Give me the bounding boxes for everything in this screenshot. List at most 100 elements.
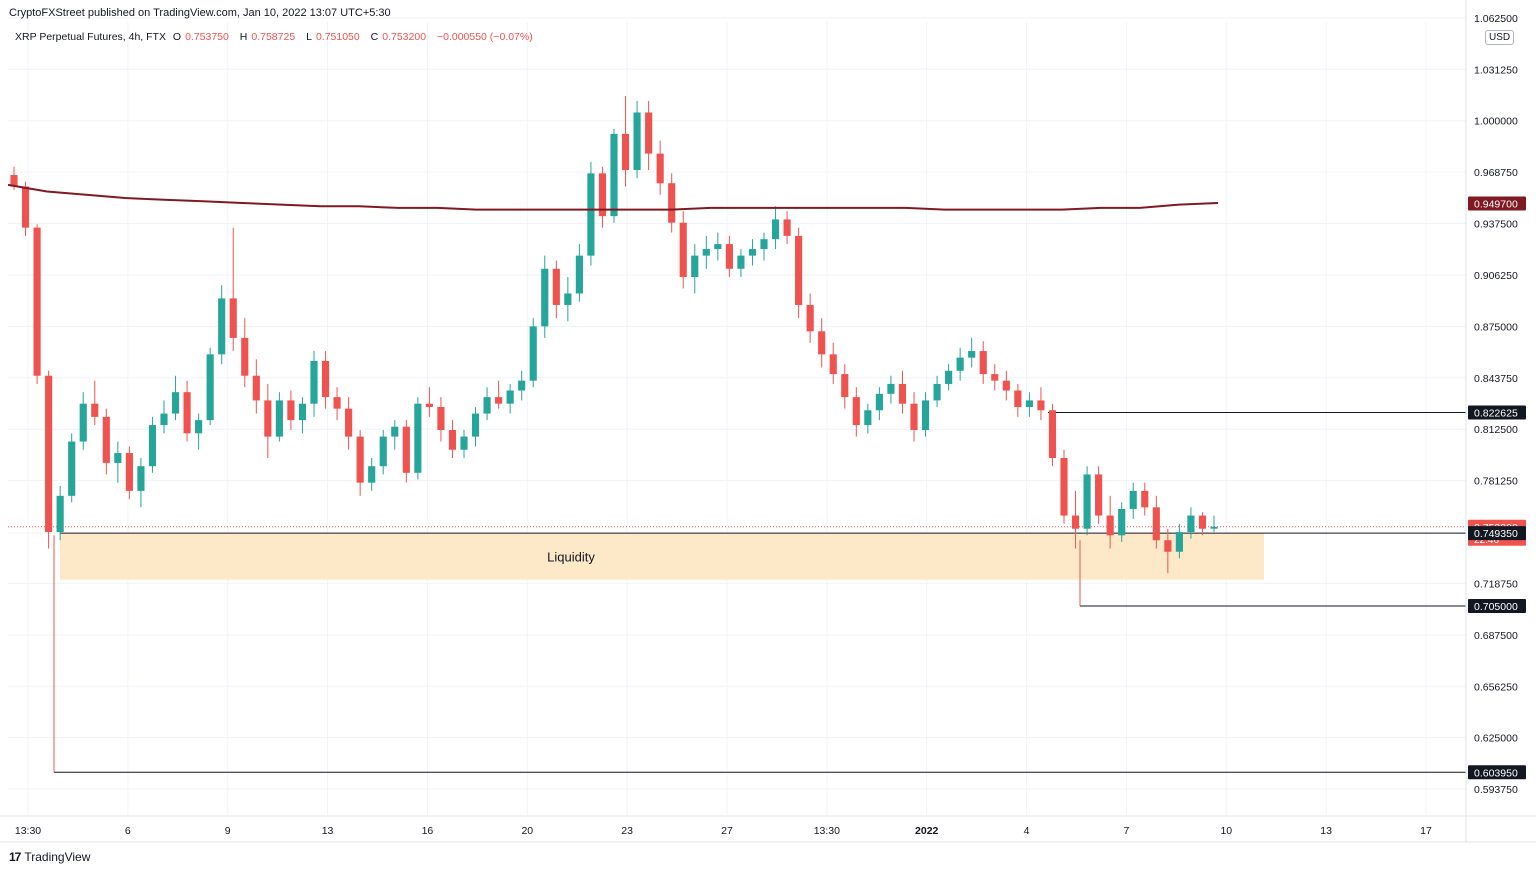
candle-body	[368, 466, 376, 483]
candle-body	[541, 268, 549, 327]
candle-body	[691, 255, 699, 278]
candle-body	[460, 436, 468, 450]
open-value: O 0.753750	[172, 31, 229, 43]
candle-body	[575, 255, 583, 294]
x-tick-label: 4	[1024, 825, 1030, 837]
candle-body	[864, 410, 872, 426]
candle-body	[1129, 490, 1137, 509]
x-tick-label: 10	[1220, 825, 1232, 837]
price-label: 0.749350	[1474, 528, 1518, 540]
x-tick-label: 23	[621, 825, 633, 837]
candle-body	[979, 351, 987, 375]
moving-average-line	[7, 183, 1219, 211]
price-label: 0.822625	[1474, 408, 1518, 420]
candle-body	[125, 453, 133, 491]
price-label-bg	[1468, 405, 1526, 420]
candle-body	[610, 133, 618, 217]
candle-body	[679, 222, 687, 278]
candle-body	[298, 403, 307, 421]
candle-body	[806, 304, 814, 332]
tradingview-logo[interactable]: 17 TradingView	[9, 850, 90, 864]
candle-body	[33, 227, 41, 376]
candle-body	[991, 374, 999, 381]
price-label-bg	[1468, 599, 1526, 614]
x-tick-label: 27	[721, 825, 733, 837]
candle-body	[287, 400, 295, 421]
candle-body	[529, 326, 537, 381]
candle-body	[45, 375, 53, 533]
x-tick-label: 17	[1420, 825, 1432, 837]
candle-body	[356, 436, 364, 483]
price-label-bg	[1468, 765, 1526, 780]
x-tick-label: 20	[521, 825, 533, 837]
candle-body	[621, 133, 630, 171]
price-label: 0.949700	[1474, 198, 1518, 210]
candle-body	[148, 425, 157, 467]
candle-body	[633, 112, 641, 171]
y-tick-label: 1.062500	[1474, 13, 1518, 25]
liquidity-zone: Liquidity	[60, 533, 1264, 580]
currency-button[interactable]: USD	[1485, 30, 1515, 45]
price-label: 0.603950	[1474, 767, 1518, 779]
candle-body	[1002, 380, 1010, 391]
x-tick-label: 16	[422, 825, 434, 837]
candle-body	[956, 357, 964, 371]
candle-body	[91, 403, 99, 417]
tradingview-logo-icon: 17	[9, 850, 21, 864]
candle-body	[1060, 457, 1068, 516]
candle-body	[933, 383, 941, 401]
candle-body	[1141, 490, 1149, 508]
candle-body	[898, 383, 907, 404]
symbol-name[interactable]: XRP Perpetual Futures, 4h, FTX	[15, 31, 166, 43]
candle-body	[518, 380, 526, 391]
change-value: −0.000550 (−0.07%)	[436, 31, 533, 43]
liquidity-zone-rect	[60, 533, 1264, 580]
candle-body	[102, 416, 110, 463]
low-value: L 0.751050	[306, 31, 360, 43]
candle-body	[1014, 390, 1022, 407]
candle-body	[1164, 540, 1172, 552]
candle-body	[402, 426, 410, 473]
symbol-info-row: XRP Perpetual Futures, 4h, FTX O 0.753750…	[15, 31, 537, 43]
candle-body	[114, 453, 122, 463]
candle-body	[437, 406, 445, 431]
candle-body	[183, 392, 191, 434]
published-caption: CryptoFXStreet published on TradingView.…	[9, 7, 391, 19]
candle-body	[345, 408, 353, 437]
candle-body	[737, 255, 745, 269]
candle-body	[841, 374, 849, 398]
candle-body	[1106, 515, 1114, 536]
candle-body	[160, 413, 168, 426]
candle-body	[171, 392, 180, 414]
candle-body	[1175, 532, 1183, 552]
x-tick-label: 13:30	[814, 825, 840, 837]
candle-body	[506, 390, 514, 404]
x-tick-label: 13:30	[15, 825, 41, 837]
candle-body	[137, 466, 145, 491]
candle-body	[1083, 474, 1091, 529]
close-value: C 0.753200	[370, 31, 427, 43]
candle-body	[1118, 508, 1126, 536]
candle-body	[275, 400, 283, 437]
candle-body	[252, 375, 260, 401]
candle-body	[945, 370, 953, 384]
candle-body	[483, 397, 491, 414]
candle-body	[1095, 474, 1103, 516]
candle-body	[379, 436, 387, 467]
candle-body	[702, 249, 710, 256]
candle-body	[391, 426, 399, 437]
candle-body	[333, 397, 341, 409]
x-tick-label: 2022	[915, 825, 939, 837]
candle-body	[725, 244, 733, 269]
candle-body	[587, 173, 595, 256]
y-tick-label: 0.718750	[1474, 578, 1518, 590]
price-labels: 0.9497000.8226250.75320022:460.7493500.7…	[1468, 196, 1526, 780]
candle-body	[760, 239, 768, 250]
candle-body	[564, 293, 572, 305]
liquidity-zone-label: Liquidity	[547, 550, 595, 565]
candle-body	[668, 183, 676, 223]
candle-body	[1071, 515, 1080, 529]
candle-body	[241, 337, 249, 376]
candle-body	[264, 400, 272, 437]
